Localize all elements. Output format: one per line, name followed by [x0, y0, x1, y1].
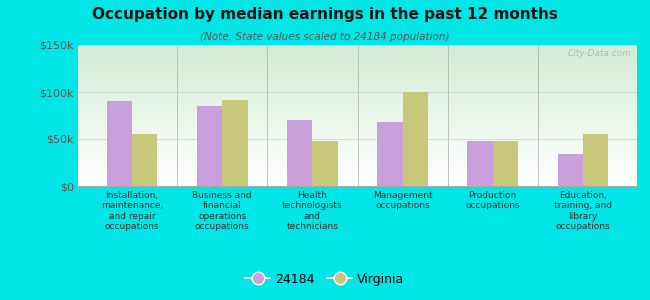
Bar	[467, 141, 493, 186]
Text: (Note: State values scaled to 24184 population): (Note: State values scaled to 24184 popu…	[200, 32, 450, 41]
Bar	[222, 100, 248, 186]
Bar	[558, 154, 583, 186]
Text: City-Data.com: City-Data.com	[567, 49, 631, 58]
Bar	[378, 122, 402, 186]
Bar	[583, 134, 608, 186]
Bar	[197, 106, 222, 186]
Bar	[132, 134, 157, 186]
Text: Occupation by median earnings in the past 12 months: Occupation by median earnings in the pas…	[92, 8, 558, 22]
Bar	[107, 101, 132, 186]
Bar	[493, 141, 518, 186]
Bar	[402, 92, 428, 186]
Bar	[287, 120, 313, 186]
Legend: 24184, Virginia: 24184, Virginia	[240, 268, 410, 291]
Bar	[313, 141, 337, 186]
